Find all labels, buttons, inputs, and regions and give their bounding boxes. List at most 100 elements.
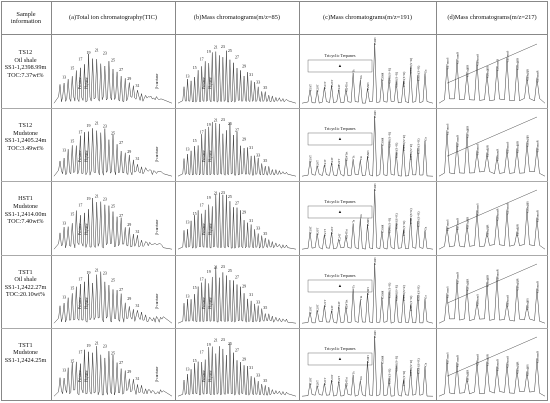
peak-label: C30M: [380, 290, 384, 298]
peak-label: C30M: [380, 355, 384, 363]
carbon-number-label: 23: [221, 337, 225, 342]
peak-label: C24Tet: [344, 229, 348, 238]
peak-label: Tm: [359, 376, 363, 381]
pristane-label: Pristane: [202, 77, 206, 89]
peak-label: C30H: [373, 110, 377, 118]
trace-line: [301, 43, 434, 104]
carbon-number-label: 23: [221, 44, 225, 49]
carbon-number-label: 31: [135, 376, 139, 381]
sample-info-line: Mudstone: [13, 129, 38, 137]
sample-info-line: TST1: [18, 341, 33, 349]
chromatogram-3-row-3: C27αααS C27αααR C27αββR C28αααS C28αββR C28αα…: [438, 263, 546, 323]
sample-info-line: Oil shale: [14, 276, 37, 284]
peak-label: C27αααR: [456, 354, 460, 367]
trace-line: [438, 358, 546, 397]
carbon-number-label: 35: [263, 231, 267, 236]
pristane-label: Pristane: [78, 223, 82, 235]
beta-carotane-label: β-carotane: [155, 366, 159, 382]
sample-info: TST1 Mudstone SS1-1,2424.25m: [2, 342, 49, 365]
carbon-number-label: 17: [78, 56, 82, 61]
carbon-number-label: 13: [62, 74, 66, 79]
peak-label: C19T: [309, 306, 313, 313]
carbon-number-label: 31: [249, 291, 253, 296]
peak-label: C34H(S+R): [409, 295, 413, 310]
carbon-number-label: 19: [207, 122, 211, 127]
phytane-label: Phytane: [85, 370, 89, 382]
carbon-number-label: 35: [263, 85, 267, 90]
peak-label: Ts: [352, 284, 356, 288]
carbon-number-label: 31: [249, 365, 253, 370]
peak-label: C24T: [337, 84, 341, 91]
peak-label: C21T: [323, 299, 327, 306]
peak-label: C19T: [309, 227, 313, 234]
peak-label: C29H: [366, 218, 370, 226]
sample-info-line: SS1-1,2422.27m: [4, 283, 47, 291]
carbon-number-label: 19: [87, 50, 91, 55]
sample-info-line: TST1: [18, 268, 33, 276]
carbon-number-label: 29: [127, 369, 131, 374]
carbon-number-label: 27: [235, 128, 239, 133]
carbon-number-label: 27: [235, 274, 239, 279]
pristane-label: Pristane: [78, 370, 82, 382]
carbon-number-label: 29: [242, 356, 246, 361]
peak-label: Tm: [359, 214, 363, 219]
peak-label: Ts: [352, 370, 356, 374]
peak-label: C29αααR: [535, 350, 539, 363]
header-mz217: (d)Mass chromatograms(m/z=217): [447, 14, 537, 22]
peak-label: C28αββR: [486, 144, 490, 157]
carbon-number-label: 23: [221, 191, 225, 196]
carbon-number-label: 33: [256, 79, 260, 84]
carbon-number-label: 29: [242, 63, 246, 68]
carbon-number-label: 21: [214, 337, 218, 342]
beta-carotane-label: β-carotane: [155, 220, 159, 236]
carbon-number-label: 15: [70, 65, 74, 70]
tricyclic-terpanes-label: Tricyclic Terpanes: [325, 346, 356, 351]
carbon-number-label: 13: [62, 221, 66, 226]
peak-label: C28αααS: [476, 353, 480, 365]
carbon-number-label: 31: [135, 229, 139, 234]
tricyclic-triangle: ▲: [338, 283, 342, 288]
sample-info-line: SS1-1,2405.24m: [4, 137, 47, 145]
peak-label: C24Tet: [344, 82, 348, 91]
sample-info-line: TS12: [18, 122, 33, 130]
peak-label: C29H: [366, 150, 370, 158]
row-divider: [1, 181, 548, 183]
peak-label: C29αααR: [535, 69, 539, 82]
phytane-label: Phytane: [85, 77, 89, 89]
phytane-label: Phytane: [209, 370, 213, 382]
sample-info-line: Mudstone: [13, 349, 38, 357]
carbon-number-label: 15: [70, 358, 74, 363]
peak-label: Ga: [423, 137, 427, 141]
peak-label: C29αββR: [515, 360, 519, 373]
peak-label: C21T: [323, 81, 327, 88]
beta-carotane-label: β-carotane: [155, 146, 159, 162]
peak-label: C28αααS: [476, 293, 480, 305]
peak-label: C20T: [316, 304, 320, 311]
trend-line: [446, 190, 538, 230]
peak-label: C31H(S+R): [388, 368, 392, 383]
peak-label: C28αββR: [486, 274, 490, 287]
peak-label: C29αββS: [525, 364, 529, 376]
peak-label: C28αααR: [495, 148, 499, 161]
header-mz191: (c)Mass chromatograms(m/z=191): [323, 14, 412, 22]
peak-label: Ga: [423, 362, 427, 366]
carbon-number-label: 23: [103, 124, 107, 129]
carbon-number-label: 29: [127, 76, 131, 81]
carbon-number-label: 25: [228, 194, 232, 199]
carbon-number-label: 15: [193, 65, 197, 70]
peak-label: C29αααR: [535, 210, 539, 223]
carbon-number-label: 13: [186, 220, 190, 225]
peak-label: C27αααR: [456, 134, 460, 147]
carbon-number-label: 21: [95, 340, 99, 345]
chromatogram-0-row-2: 13 15 17 19 21 23 25 27 29 31 Pristane Phytane β-car…: [53, 194, 173, 250]
carbon-number-label: 19: [87, 343, 91, 348]
phytane-label: Phytane: [85, 223, 89, 235]
trace-line: [177, 122, 297, 177]
carbon-number-label: 21: [95, 48, 99, 53]
peak-label: C24Tet: [344, 152, 348, 161]
chromatogram-0-row-1: 13 15 17 19 21 23 25 27 29 31 Pristane Phytane β-car…: [53, 121, 173, 177]
trace-line: [301, 262, 434, 324]
carbon-number-label: 31: [135, 83, 139, 88]
peak-label: C29αββR: [515, 224, 519, 237]
